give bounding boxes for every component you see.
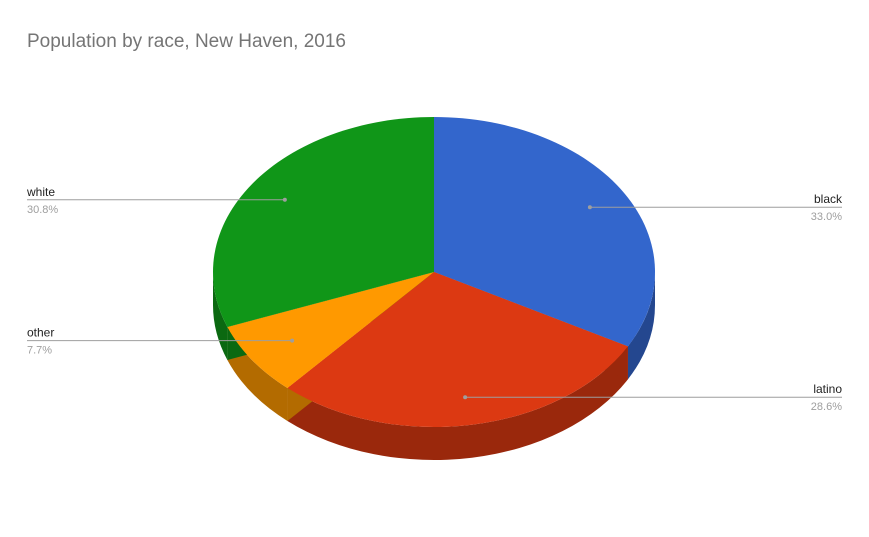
slice-latino: [287, 272, 628, 427]
slice-label-white: white 30.8%: [26, 185, 287, 216]
slice-name: latino: [813, 382, 842, 396]
slice-side-latino: [287, 346, 628, 460]
slice-black: [434, 117, 655, 347]
slice-name: black: [814, 192, 843, 206]
slice-side-black: [627, 272, 655, 380]
slice-percent: 33.0%: [811, 211, 842, 223]
slice-name: other: [27, 326, 54, 340]
slice-percent: 28.6%: [811, 401, 842, 413]
slice-name: white: [26, 185, 55, 199]
pie-slices: [212, 117, 655, 427]
slice-other: [227, 272, 434, 389]
slice-percent: 30.8%: [27, 204, 58, 216]
slice-label-black: black 33.0%: [587, 192, 843, 223]
slice-side-white: [213, 272, 228, 360]
slice-labels: black 33.0% latino 28.6% other 7.7% white 30.8%: [26, 185, 843, 413]
slice-label-latino: latino 28.6%: [463, 382, 842, 413]
slice-white: [212, 117, 434, 327]
slice-label-other: other 7.7%: [27, 326, 295, 357]
slice-percent: 7.7%: [27, 345, 52, 357]
chart-title: Population by race, New Haven, 2016: [27, 31, 346, 52]
